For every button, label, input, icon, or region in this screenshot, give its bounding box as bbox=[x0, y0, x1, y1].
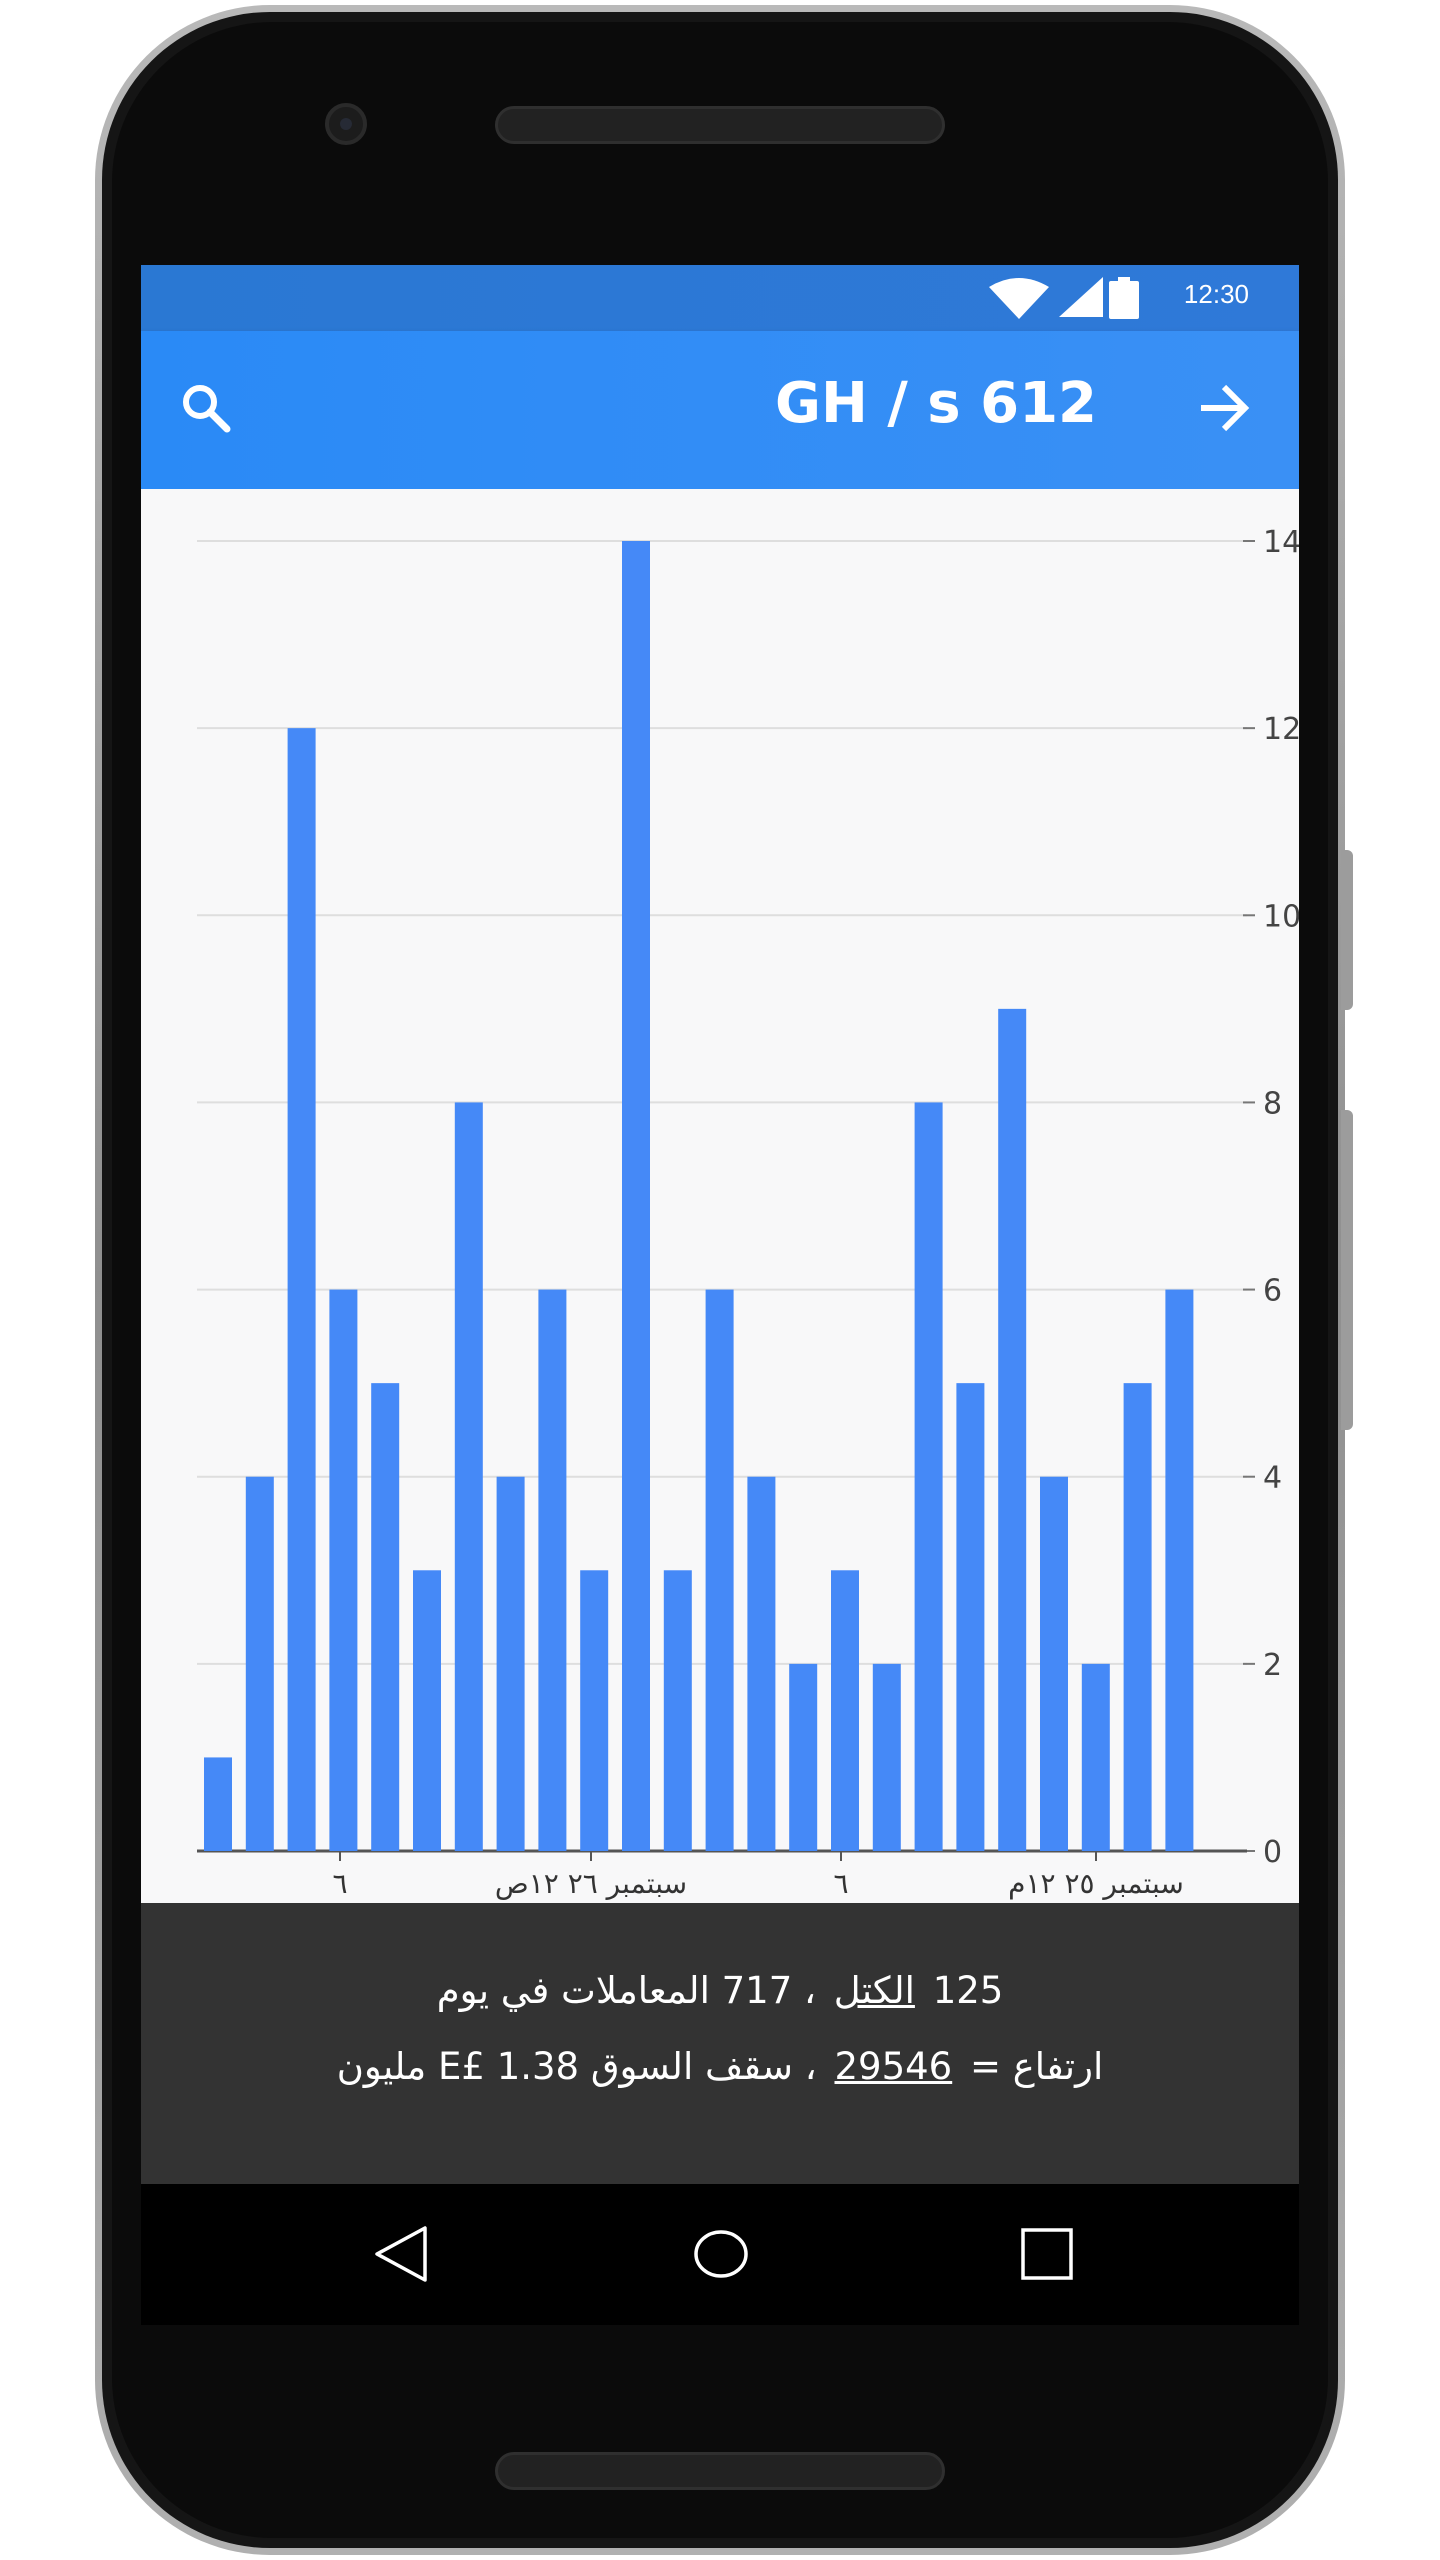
bar-11 bbox=[622, 541, 650, 1851]
y-tick-label: 10 bbox=[1263, 899, 1299, 934]
navigation-bar bbox=[141, 2184, 1299, 2325]
search-icon bbox=[179, 381, 233, 439]
recents-button[interactable] bbox=[1007, 2216, 1087, 2296]
y-tick-label: 14 bbox=[1263, 525, 1299, 560]
height-link[interactable]: 29546 bbox=[834, 2045, 953, 2088]
chart-area: 0 2 4 6 8 10 12 14 ٦ سبتمبر ٢٦ ١٢ص ٦ سبتمبر ٢٥ ١٢م bbox=[141, 489, 1299, 1903]
x-tick-label: ٦ bbox=[332, 1867, 347, 1900]
x-tick-label: ٦ bbox=[833, 1867, 848, 1900]
bar-4 bbox=[329, 1289, 358, 1851]
bar-18 bbox=[914, 1102, 943, 1851]
bar-13 bbox=[705, 1289, 734, 1851]
bar-16 bbox=[831, 1570, 859, 1851]
bar-1 bbox=[204, 1757, 232, 1851]
bar-8 bbox=[496, 1476, 525, 1851]
bar-22 bbox=[1081, 1663, 1110, 1851]
bar-17 bbox=[872, 1663, 901, 1851]
power-button bbox=[1341, 850, 1353, 1010]
bar-5 bbox=[371, 1383, 400, 1851]
market-cap-label: سقف السوق bbox=[590, 2045, 794, 2088]
status-time: 12:30 bbox=[1183, 279, 1249, 309]
back-button[interactable] bbox=[361, 2216, 441, 2296]
height-marketcap-line: ارتفاع = 29546 ، سقف السوق E£ 1.38 مليون bbox=[141, 2045, 1299, 2088]
bar-2 bbox=[245, 1476, 274, 1851]
y-tick-label: 8 bbox=[1263, 1086, 1282, 1121]
bar-chart: 0 2 4 6 8 10 12 14 ٦ سبتمبر ٢٦ ١٢ص ٦ سبتمبر ٢٥ ١٢م bbox=[197, 525, 1299, 1900]
bar-15 bbox=[789, 1663, 818, 1851]
top-speaker bbox=[495, 106, 945, 144]
bar-14 bbox=[747, 1476, 776, 1851]
height-label: ارتفاع = bbox=[969, 2045, 1104, 2088]
blocks-transactions-line: 125 الكتل ، 717 المعاملات في يوم bbox=[141, 1969, 1299, 2012]
bar-24 bbox=[1165, 1289, 1194, 1851]
bar-9 bbox=[538, 1289, 567, 1851]
line1-separator: ، bbox=[804, 1969, 816, 2012]
x-tick-label: سبتمبر ٢٦ ١٢ص bbox=[495, 1867, 687, 1900]
wifi-icon bbox=[989, 277, 1049, 323]
bar-3 bbox=[287, 728, 316, 1851]
transactions-per-day: 717 المعاملات في يوم bbox=[436, 1969, 793, 2012]
home-button[interactable] bbox=[681, 2216, 761, 2296]
line2-separator: ، bbox=[804, 2045, 817, 2088]
y-tick-label: 12 bbox=[1263, 712, 1299, 747]
info-panel: 125 الكتل ، 717 المعاملات في يوم ارتفاع … bbox=[141, 1903, 1299, 2184]
x-tick-label: سبتمبر ٢٥ ١٢م bbox=[1008, 1867, 1184, 1900]
screen: 12:30 GH / s 612 0 2 4 6 8 10 12 14 ٦ سبتمبر ٢٦ ١… bbox=[141, 265, 1299, 2325]
app-bar: GH / s 612 bbox=[141, 331, 1299, 489]
search-button[interactable] bbox=[171, 375, 241, 445]
front-camera bbox=[325, 103, 367, 145]
y-tick-label: 2 bbox=[1263, 1648, 1282, 1683]
bar-21 bbox=[1040, 1476, 1068, 1851]
forward-button[interactable] bbox=[1189, 375, 1259, 445]
blocks-link[interactable]: الكتل bbox=[833, 1969, 915, 2012]
bar-10 bbox=[580, 1570, 609, 1851]
y-tick-label: 4 bbox=[1263, 1461, 1282, 1496]
bar-23 bbox=[1123, 1383, 1152, 1851]
bottom-speaker bbox=[495, 2452, 945, 2490]
bar-20 bbox=[998, 1008, 1027, 1851]
battery-icon bbox=[1109, 277, 1139, 323]
bar-12 bbox=[663, 1570, 692, 1851]
app-title: GH / s 612 bbox=[775, 371, 1097, 436]
y-tick-label: 0 bbox=[1263, 1835, 1282, 1870]
bar-19 bbox=[956, 1383, 985, 1851]
home-circle-icon bbox=[691, 2224, 751, 2288]
market-cap-value: E£ 1.38 مليون bbox=[336, 2045, 580, 2088]
y-tick-label: 6 bbox=[1263, 1274, 1282, 1309]
blocks-count: 125 bbox=[932, 1969, 1004, 2012]
arrow-forward-icon bbox=[1197, 381, 1251, 439]
back-triangle-icon bbox=[371, 2224, 431, 2288]
status-bar: 12:30 bbox=[141, 265, 1299, 331]
cell-signal-icon bbox=[1059, 277, 1103, 323]
bar-6 bbox=[413, 1570, 441, 1851]
recents-square-icon bbox=[1017, 2224, 1077, 2288]
bar-7 bbox=[454, 1102, 483, 1851]
volume-button bbox=[1341, 1110, 1353, 1430]
